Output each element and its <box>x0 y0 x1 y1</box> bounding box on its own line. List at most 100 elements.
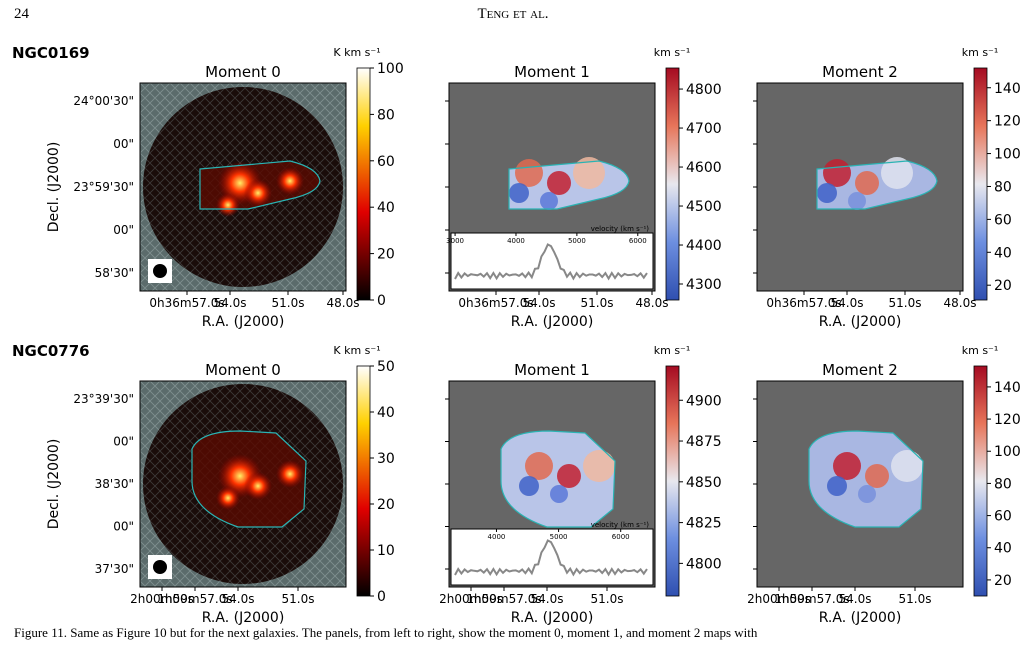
emission-peak <box>244 472 272 500</box>
ra-tick-label: 2h00m00s <box>747 592 811 606</box>
ra-tick-label: 51.0s <box>899 592 932 606</box>
colorbar-tick-label: 100 <box>377 61 404 77</box>
ra-tick-label: 1h59m57.0s <box>774 592 849 606</box>
velocity-patch <box>858 485 876 503</box>
colorbar-tick-label: 20 <box>994 278 1012 294</box>
footprint <box>816 160 938 210</box>
colorbar-unit: K km s⁻¹ <box>333 46 380 59</box>
dec-tick-label: 00" <box>113 137 134 151</box>
ra-tick-label: 1h59m57.0s <box>157 592 232 606</box>
colorbar <box>973 365 988 597</box>
colorbar-unit: km s⁻¹ <box>654 46 691 59</box>
colorbar-tick-label: 10 <box>377 543 395 559</box>
colorbar-tick-label: 4700 <box>686 121 722 137</box>
velocity-patch <box>547 171 571 195</box>
x-axis-label: R.A. (J2000) <box>511 314 594 330</box>
emission-peak <box>216 486 240 510</box>
ra-tick-label: 51.0s <box>889 296 922 310</box>
colorbar-tick-label: 20 <box>377 247 395 263</box>
emission-peak <box>276 460 304 488</box>
emission-peak <box>244 179 272 207</box>
ra-tick-label: 48.0s <box>327 296 360 310</box>
y-axis-label: Decl. (J2000) <box>46 439 62 530</box>
panel: velocity (km s⁻¹) 4000 5000 6000 Moment 1 2h0… <box>439 344 722 626</box>
inset-tick-label: 6000 <box>629 237 647 245</box>
map-frame <box>448 380 656 588</box>
colorbar-tick-label: 40 <box>377 405 395 421</box>
dec-tick-label: 58'30" <box>95 266 134 280</box>
colorbar-tick-label: 100 <box>994 147 1021 163</box>
colorbar-tick-label: 0 <box>377 589 386 605</box>
footprint <box>808 430 924 528</box>
dec-tick-label: 24°00'30" <box>73 94 134 108</box>
colorbar-tick-label: 60 <box>994 212 1012 228</box>
colorbar-tick-label: 120 <box>994 412 1021 428</box>
velocity-patch <box>525 452 553 480</box>
colorbar <box>665 67 680 301</box>
running-title: Teng et al. <box>477 6 548 22</box>
dec-tick-label: 00" <box>113 223 134 237</box>
colorbar-tick-label: 80 <box>994 179 1012 195</box>
map-frame <box>139 82 347 292</box>
map-frame <box>756 82 964 292</box>
velocity-patch <box>891 450 923 482</box>
colorbar-tick-label: 60 <box>377 154 395 170</box>
velocity-patch <box>823 159 851 187</box>
inset-tick-label: 5000 <box>568 237 586 245</box>
velocity-patch <box>855 171 879 195</box>
velocity-patch <box>557 464 581 488</box>
panel: Decl. (J2000) 23°39'30" 00" 38'30" 00" 37'30"… <box>46 344 395 626</box>
ra-tick-label: 54.0s <box>831 296 864 310</box>
ra-tick-label: 54.0s <box>523 296 556 310</box>
dec-tick-label: 38'30" <box>95 477 134 491</box>
colorbar-unit: km s⁻¹ <box>962 344 999 357</box>
spectrum <box>454 243 648 281</box>
colorbar-tick-label: 4800 <box>686 82 722 98</box>
ra-tick-label: 0h36m57.0s <box>766 296 841 310</box>
x-axis-label: R.A. (J2000) <box>819 314 902 330</box>
x-axis-label: R.A. (J2000) <box>202 314 285 330</box>
colorbar-tick-label: 40 <box>994 245 1012 261</box>
ra-tick-label: 51.0s <box>282 592 315 606</box>
colorbar <box>356 365 371 597</box>
caption: Figure 11. Same as Figure 10 but for the… <box>14 625 758 640</box>
colorbar-tick-label: 140 <box>994 380 1021 396</box>
velocity-patch <box>583 450 615 482</box>
colorbar-tick-label: 30 <box>377 451 395 467</box>
x-axis-label: R.A. (J2000) <box>819 610 902 626</box>
panel-title: Moment 1 <box>514 63 590 81</box>
dec-tick-label: 23°39'30" <box>73 392 134 406</box>
ra-tick-label: 2h00m00s <box>439 592 503 606</box>
beam <box>153 560 167 574</box>
velocity-patch <box>509 183 529 203</box>
ra-tick-label: 51.0s <box>581 296 614 310</box>
beam <box>153 264 167 278</box>
ra-tick-label: 54.0s <box>839 592 872 606</box>
page-number: 24 <box>14 6 30 22</box>
map-frame <box>448 82 656 292</box>
ra-tick-label: 0h36m57.0s <box>458 296 533 310</box>
inset-tick-label: 4000 <box>507 237 525 245</box>
velocity-patch <box>848 192 866 210</box>
colorbar-tick-label: 20 <box>994 573 1012 589</box>
colorbar-tick-label: 20 <box>377 497 395 513</box>
colorbar-tick-label: 4875 <box>686 434 722 450</box>
colorbar-tick-label: 80 <box>994 476 1012 492</box>
map-frame <box>756 380 964 588</box>
y-axis-label: Decl. (J2000) <box>46 142 62 233</box>
velocity-patch <box>519 476 539 496</box>
ra-tick-label: 48.0s <box>944 296 977 310</box>
colorbar-tick-label: 4300 <box>686 277 722 293</box>
emission-peak <box>216 193 240 217</box>
galaxy-label: NGC0169 <box>12 44 90 62</box>
ra-tick-label: 54.0s <box>531 592 564 606</box>
colorbar-tick-label: 4400 <box>686 238 722 254</box>
ra-tick-label: 54.0s <box>214 296 247 310</box>
colorbar-unit: km s⁻¹ <box>654 344 691 357</box>
velocity-patch <box>573 157 605 189</box>
inset-tick-label: 4000 <box>488 533 506 541</box>
inset-tick-label: 5000 <box>550 533 568 541</box>
